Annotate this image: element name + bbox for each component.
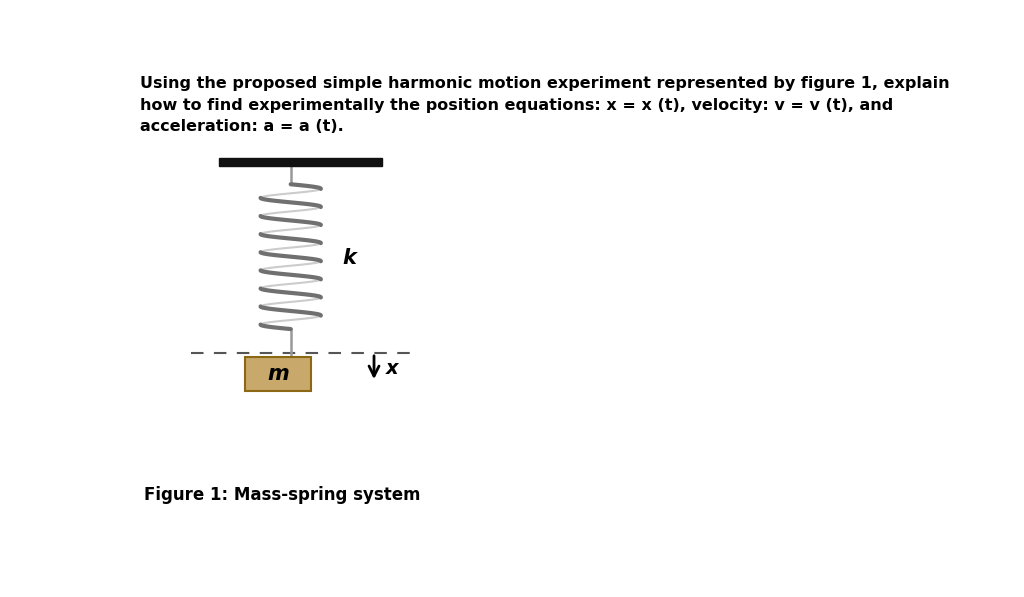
Text: Figure 1: Mass-spring system: Figure 1: Mass-spring system [143,486,421,504]
Bar [219,158,382,166]
Text: Using the proposed simple harmonic motion experiment represented by figure 1, ex: Using the proposed simple harmonic motio… [140,76,949,134]
Text: k: k [342,248,356,268]
Text: m: m [267,364,289,384]
Bar [246,356,310,391]
Text: x: x [386,359,398,378]
